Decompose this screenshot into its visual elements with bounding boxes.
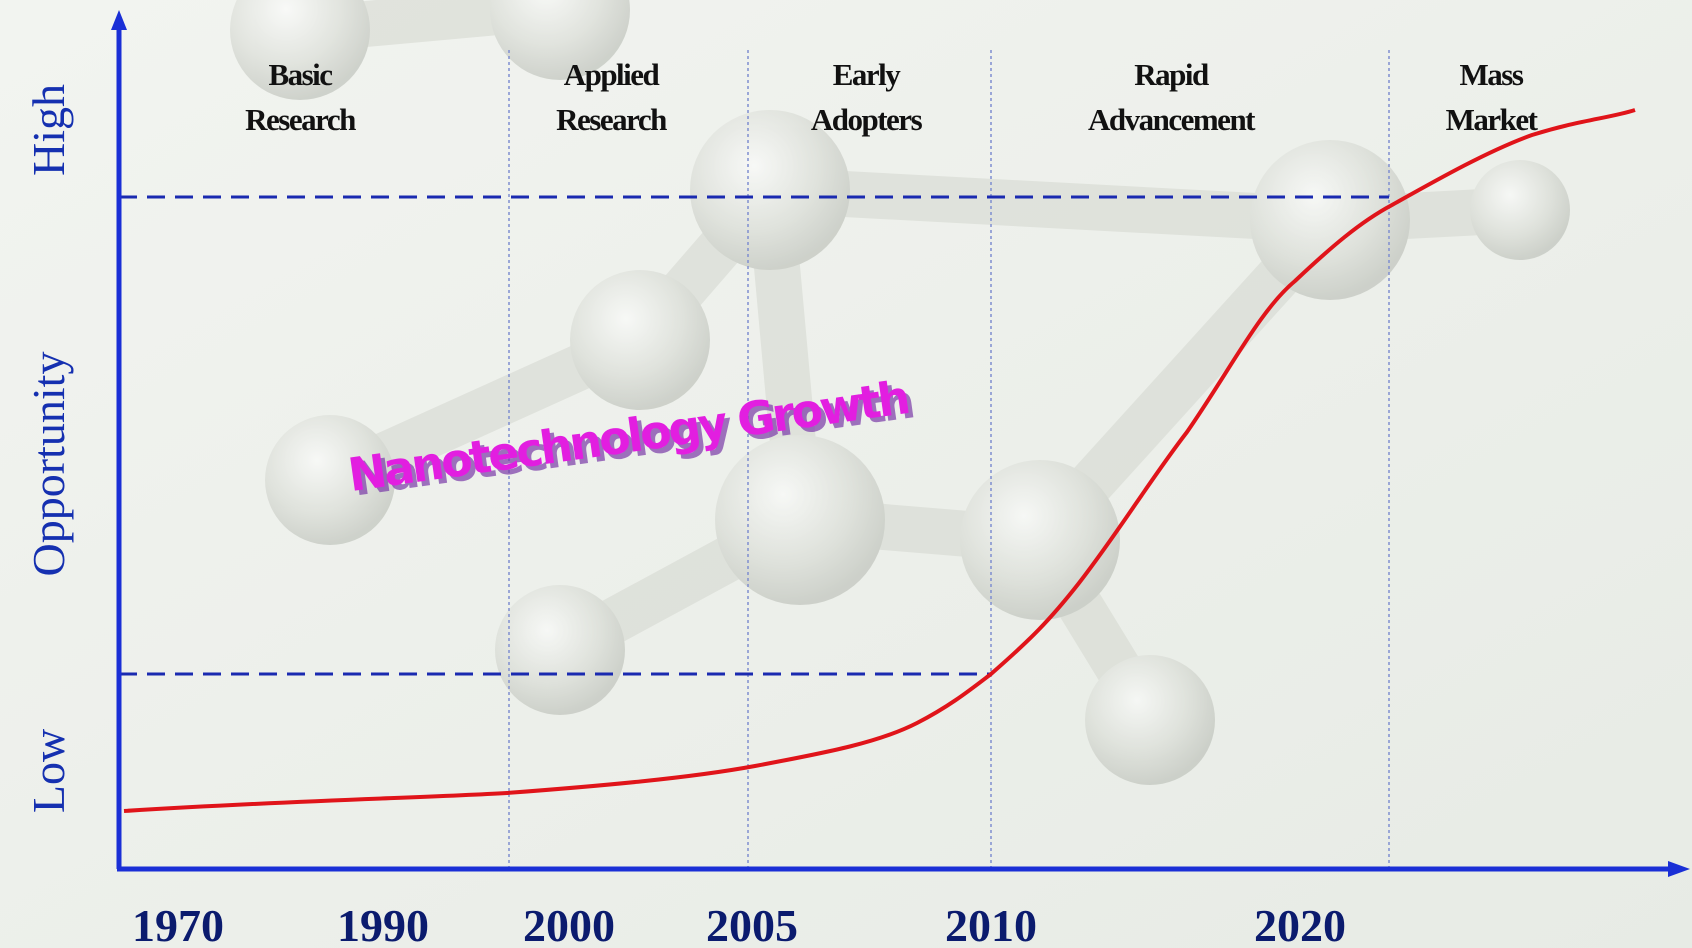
axes <box>111 10 1690 877</box>
stage-label: Rapid Advancement <box>1088 57 1256 137</box>
x-label: 2010 <box>945 900 1037 948</box>
molecule-decoration <box>230 0 1570 785</box>
x-label: 1990 <box>337 900 429 948</box>
stage-label: Early Adopters <box>811 57 923 137</box>
x-label: 2000 <box>523 900 615 948</box>
reference-lines <box>119 195 1389 676</box>
y-label-low: Low <box>23 728 74 813</box>
y-label-high: High <box>23 84 74 176</box>
x-label: 1970 <box>132 900 224 948</box>
stage-dividers <box>508 50 1390 869</box>
growth-curve <box>123 108 1636 813</box>
stage-label: Basic Research <box>245 57 356 137</box>
y-axis-title: Opportunity <box>23 352 74 577</box>
x-label: 2005 <box>706 900 798 948</box>
stage-label: Mass Market <box>1446 57 1539 137</box>
x-label: 2020 <box>1254 900 1346 948</box>
stage-label: Applied Research <box>556 57 667 137</box>
